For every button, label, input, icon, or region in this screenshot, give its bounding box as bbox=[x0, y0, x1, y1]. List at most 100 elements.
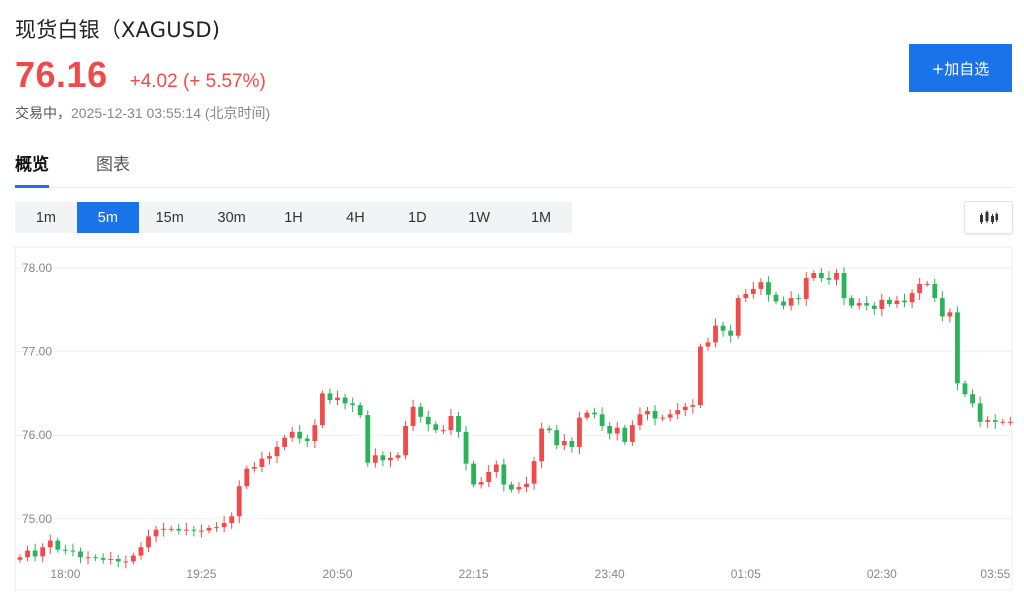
candle bbox=[380, 455, 386, 461]
candle bbox=[206, 527, 212, 531]
period-1h[interactable]: 1H bbox=[284, 209, 303, 226]
page-title: 现货白银（XAGUSD) bbox=[15, 18, 221, 42]
candle bbox=[811, 273, 817, 279]
candle bbox=[410, 406, 416, 427]
candle bbox=[85, 557, 91, 559]
y-tick-label: 77.00 bbox=[22, 345, 52, 359]
candle bbox=[388, 457, 393, 461]
period-5m[interactable]: 5m bbox=[76, 202, 139, 233]
candle bbox=[917, 283, 923, 294]
candle bbox=[894, 300, 900, 304]
status-text: 交易中， bbox=[15, 106, 71, 122]
candle bbox=[743, 293, 749, 299]
candle bbox=[637, 414, 643, 426]
candle bbox=[977, 403, 983, 422]
candle bbox=[546, 428, 552, 431]
period-1w[interactable]: 1W bbox=[468, 209, 491, 226]
price-change: +4.02 (+ 5.57%) bbox=[129, 71, 266, 92]
grid-lines bbox=[15, 267, 1012, 520]
candle bbox=[32, 550, 38, 557]
period-15m[interactable]: 15m bbox=[155, 209, 184, 226]
x-tick-label: 03:55 bbox=[980, 567, 1010, 581]
candle bbox=[1000, 421, 1006, 423]
candle bbox=[440, 430, 446, 432]
candle bbox=[750, 288, 756, 294]
candle bbox=[856, 303, 862, 306]
x-axis-labels: 18:00 19:25 20:50 22:15 23:40 01:05 02:30 03:55 bbox=[50, 567, 1010, 581]
candle bbox=[395, 455, 401, 458]
candle bbox=[123, 561, 129, 563]
candlestick-chart[interactable]: 78.00 77.00 76.00 75.00 18:00 19:25 20:50 22:1… bbox=[0, 245, 1024, 603]
candle bbox=[199, 530, 204, 532]
period-30m[interactable]: 30m bbox=[217, 209, 246, 226]
candles bbox=[17, 267, 1013, 569]
y-tick-label: 75.00 bbox=[22, 512, 52, 526]
candle bbox=[841, 273, 847, 299]
candle bbox=[161, 528, 167, 530]
candle bbox=[667, 414, 673, 418]
candle bbox=[584, 412, 590, 418]
candle bbox=[221, 522, 227, 528]
candle bbox=[229, 516, 235, 523]
candle bbox=[289, 431, 295, 438]
candle bbox=[146, 536, 151, 548]
tab-chart[interactable]: 图表 bbox=[96, 155, 130, 175]
candle bbox=[478, 482, 484, 485]
candle bbox=[335, 397, 340, 401]
candle bbox=[448, 415, 454, 431]
candle bbox=[244, 468, 250, 487]
candle bbox=[100, 558, 106, 560]
candle bbox=[985, 420, 991, 422]
candle bbox=[297, 431, 303, 439]
candle bbox=[955, 312, 960, 384]
candle bbox=[236, 486, 242, 517]
candle bbox=[153, 529, 159, 537]
candle bbox=[304, 438, 310, 442]
candlestick-chart-icon bbox=[979, 210, 998, 224]
candle bbox=[516, 487, 522, 490]
candle bbox=[970, 394, 975, 404]
add-to-watchlist-button[interactable]: +加自选 bbox=[909, 44, 1012, 92]
candle bbox=[524, 483, 529, 488]
candle bbox=[834, 273, 839, 280]
candle bbox=[652, 410, 658, 419]
candle bbox=[803, 278, 809, 299]
candle bbox=[471, 463, 476, 485]
candle bbox=[183, 529, 189, 531]
candle bbox=[660, 417, 665, 419]
candle bbox=[962, 383, 968, 395]
candle bbox=[781, 301, 786, 306]
candle bbox=[115, 558, 121, 562]
candle bbox=[357, 405, 363, 416]
chart-frame bbox=[14, 246, 1013, 591]
period-4h[interactable]: 4H bbox=[346, 209, 365, 226]
candle bbox=[909, 293, 915, 303]
candle bbox=[214, 527, 219, 529]
candle bbox=[425, 416, 431, 425]
candle bbox=[131, 555, 136, 562]
candle bbox=[25, 550, 30, 558]
candle bbox=[720, 325, 726, 331]
candle bbox=[433, 424, 439, 431]
period-1m[interactable]: 1m bbox=[35, 209, 57, 226]
tab-overview[interactable]: 概览 bbox=[15, 150, 49, 188]
candle bbox=[698, 346, 703, 406]
candle bbox=[251, 466, 257, 469]
candle bbox=[365, 415, 371, 463]
candle bbox=[168, 528, 174, 530]
candle bbox=[418, 406, 424, 417]
candle bbox=[879, 299, 885, 309]
y-tick-label: 78.00 bbox=[22, 261, 52, 275]
candle bbox=[282, 437, 287, 447]
candle bbox=[78, 551, 83, 558]
period-1d[interactable]: 1D bbox=[408, 209, 427, 226]
candle bbox=[887, 299, 892, 304]
candle bbox=[607, 426, 613, 434]
candle bbox=[372, 455, 378, 463]
period-selector: 1m 5m 15m 30m 1H 4H 1D 1W 1M bbox=[15, 202, 572, 233]
candle bbox=[818, 273, 824, 279]
chart-type-button[interactable] bbox=[964, 201, 1013, 234]
period-1mo[interactable]: 1M bbox=[530, 209, 552, 226]
candle bbox=[735, 298, 741, 336]
tab-bar: 概览 图表 bbox=[15, 150, 1012, 188]
